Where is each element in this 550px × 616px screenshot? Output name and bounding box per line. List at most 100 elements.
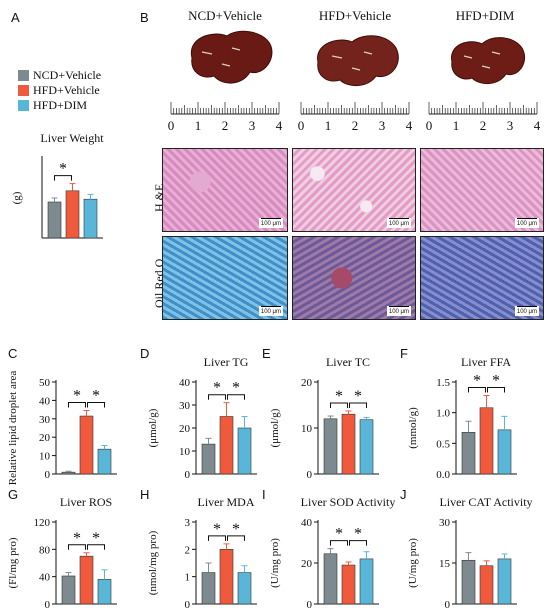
ruler-number: 0 (168, 118, 175, 133)
bar-ncd (323, 418, 338, 475)
y-tick-label: 10 (179, 446, 191, 458)
chart-liver-tg: Liver TG (μmol/g) 0 10 20 30 40 * * (147, 355, 257, 481)
bar-hfd (219, 549, 234, 605)
y-tick-label: 10 (301, 423, 313, 435)
bar-dim (97, 579, 112, 605)
bar-hfd (479, 407, 494, 475)
bar-hfd (341, 413, 356, 475)
legend-item-dim: HFD+DIM (18, 98, 101, 113)
y-tick-label: 40 (39, 395, 51, 407)
ruler-number: 3 (249, 118, 256, 133)
ruler-number: 4 (276, 118, 283, 133)
y-tick-label: 1 (185, 572, 191, 584)
y-axis-label: (nmol/mg pro) (147, 530, 159, 595)
significance-bracket (68, 544, 86, 550)
panel-letter-i: I (262, 487, 266, 502)
y-axis-label: (μmol/g) (269, 408, 281, 447)
bar-ncd (61, 575, 76, 605)
chart-liver-cat: Liver CAT Activity (U/mg pro) 0 15 30 (407, 495, 533, 611)
y-tick-label: 1.0 (436, 408, 450, 420)
y-tick-label: 40 (301, 517, 313, 529)
significance-star: * (73, 388, 81, 405)
panel-letter-e: E (262, 346, 271, 361)
micrograph-oil-red-o-hfd: 100 μm (292, 236, 416, 320)
panel-letter-h: H (140, 487, 150, 502)
bar-dim (497, 558, 512, 605)
ruler-number: 3 (379, 118, 386, 133)
scale-bar: 100 μm (514, 218, 539, 228)
ruler-number: 2 (352, 118, 359, 133)
liver-photo-hfd (317, 35, 399, 86)
y-tick-label: 30 (439, 517, 451, 529)
significance-bracket (208, 394, 226, 400)
bar-dim (359, 558, 374, 605)
panel-letter-c: C (8, 346, 18, 361)
y-tick-label: 80 (39, 544, 51, 556)
y-tick-label: 3 (185, 517, 191, 529)
legend-item-hfd: HFD+Vehicle (18, 83, 101, 98)
y-tick-label: 20 (179, 423, 191, 435)
significance-bracket (227, 535, 245, 541)
bar-ncd (201, 443, 216, 475)
significance-bracket (330, 402, 348, 408)
chart-liver-sod: Liver SOD Activity (U/mg pro) 0 20 40 * * (269, 495, 396, 611)
significance-star: * (213, 380, 221, 397)
bar-dim (83, 198, 98, 239)
y-axis-label: (μmol/g) (147, 408, 159, 447)
y-tick-label: 0 (307, 599, 313, 611)
liver-photo-dim (451, 37, 526, 84)
significance-bracket (468, 386, 486, 393)
significance-star: * (73, 530, 81, 547)
ruler-number: 0 (298, 118, 305, 133)
significance-bracket (349, 402, 367, 408)
ruler-number: 1 (195, 118, 202, 133)
ruler-number: 1 (453, 118, 460, 133)
y-axis-label: (U/mg pro) (407, 538, 419, 588)
bar-hfd (79, 415, 94, 475)
micrograph-he-ncd: 100 μm (162, 148, 288, 232)
ruler-number: 0 (426, 118, 433, 133)
y-tick-label: 0 (45, 469, 51, 481)
significance-star: * (92, 388, 100, 405)
y-tick-label: 0.0 (436, 469, 450, 481)
bar-dim (237, 572, 252, 605)
significance-star: * (492, 372, 500, 389)
legend-swatch-ncd (18, 70, 29, 81)
ruler-number: 4 (534, 118, 541, 133)
scale-bar-label: 100 μm (516, 221, 537, 227)
panel-letter-f: F (400, 346, 408, 361)
y-tick-label: 20 (301, 558, 313, 570)
chart-title: Liver TG (204, 355, 249, 369)
scale-bar-label: 100 μm (516, 309, 537, 315)
chart-liver-ros: Liver ROS (Fl/mg pro) 0 40 80 120 * * (7, 495, 117, 611)
column-title-ncd: NCD+Vehicle (188, 8, 262, 23)
column-title-dim: HFD+DIM (455, 8, 515, 23)
significance-star: * (213, 521, 221, 538)
y-axis-label: (Fl/mg pro) (7, 537, 19, 588)
significance-bracket (68, 402, 86, 408)
significance-star: * (335, 388, 343, 405)
significance-star: * (59, 161, 67, 178)
y-tick-label: 20 (301, 377, 313, 389)
panel-letter-j: J (400, 487, 407, 502)
ruler-number: 2 (222, 118, 229, 133)
y-tick-label: 30 (39, 414, 51, 426)
micrograph-he-dim: 100 μm (420, 148, 544, 232)
ruler-hfd: 0 1 2 3 4 (298, 102, 413, 133)
significance-bracket (87, 402, 105, 408)
bar-hfd (219, 416, 234, 475)
bar-ncd (201, 572, 216, 605)
scale-bar: 100 μm (514, 306, 539, 316)
significance-star: * (354, 388, 362, 405)
chart-title: Liver SOD Activity (301, 495, 396, 509)
significance-bracket (487, 386, 505, 393)
legend-swatch-hfd (18, 85, 29, 96)
chart-title: Liver CAT Activity (439, 495, 532, 509)
bar-ncd (47, 201, 62, 239)
panel-letter-d: D (140, 346, 150, 361)
liver-photo-ncd (190, 30, 273, 84)
scale-bar: 100 μm (386, 218, 411, 228)
y-tick-label: 0 (185, 469, 191, 481)
chart-liver-weight: Liver Weight (g) * (11, 131, 104, 239)
bar-ncd (323, 553, 338, 605)
